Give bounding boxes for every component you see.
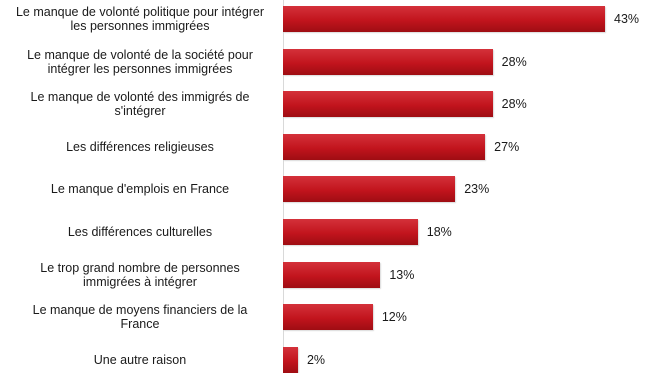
value-label: 43% <box>614 12 639 26</box>
value-label: 27% <box>494 140 519 154</box>
bar <box>283 347 298 373</box>
category-label: Le manque de volonté des immigrés de s'in… <box>15 90 265 118</box>
bar <box>283 6 605 32</box>
bar <box>283 262 380 288</box>
category-label: Le manque de moyens financiers de la Fran… <box>15 303 265 331</box>
category-label-line: les personnes immigrées <box>15 19 265 33</box>
category-label: Le manque d'emplois en France <box>15 182 265 196</box>
category-label-line: France <box>15 317 265 331</box>
value-label: 12% <box>382 310 407 324</box>
bar <box>283 134 485 160</box>
category-label: Les différences culturelles <box>15 225 265 239</box>
value-label: 28% <box>502 97 527 111</box>
bar <box>283 304 373 330</box>
category-label: Le manque de volonté politique pour inté… <box>15 5 265 33</box>
category-label-line: Les différences culturelles <box>15 225 265 239</box>
category-label-line: Le manque de volonté de la société pour <box>15 48 265 62</box>
category-label: Les différences religieuses <box>15 140 265 154</box>
category-label-line: intégrer les personnes immigrées <box>15 62 265 76</box>
bar <box>283 49 493 75</box>
category-label-line: Les différences religieuses <box>15 140 265 154</box>
category-label-line: s'intégrer <box>15 104 265 118</box>
category-label-line: Une autre raison <box>15 353 265 367</box>
category-label: Le trop grand nombre de personnes immigré… <box>15 261 265 289</box>
value-label: 2% <box>307 353 325 367</box>
value-label: 23% <box>464 182 489 196</box>
bar <box>283 91 493 117</box>
value-label: 28% <box>502 55 527 69</box>
category-label: Une autre raison <box>15 353 265 367</box>
category-label-line: immigrées à intégrer <box>15 275 265 289</box>
category-label-line: Le manque d'emplois en France <box>15 182 265 196</box>
bar <box>283 176 455 202</box>
category-label-line: Le manque de moyens financiers de la <box>15 303 265 317</box>
category-label-line: Le manque de volonté des immigrés de <box>15 90 265 104</box>
category-label-line: Le manque de volonté politique pour inté… <box>15 5 265 19</box>
value-label: 18% <box>427 225 452 239</box>
category-label-line: Le trop grand nombre de personnes <box>15 261 265 275</box>
category-label: Le manque de volonté de la société pour i… <box>15 48 265 76</box>
bar <box>283 219 418 245</box>
value-label: 13% <box>389 268 414 282</box>
